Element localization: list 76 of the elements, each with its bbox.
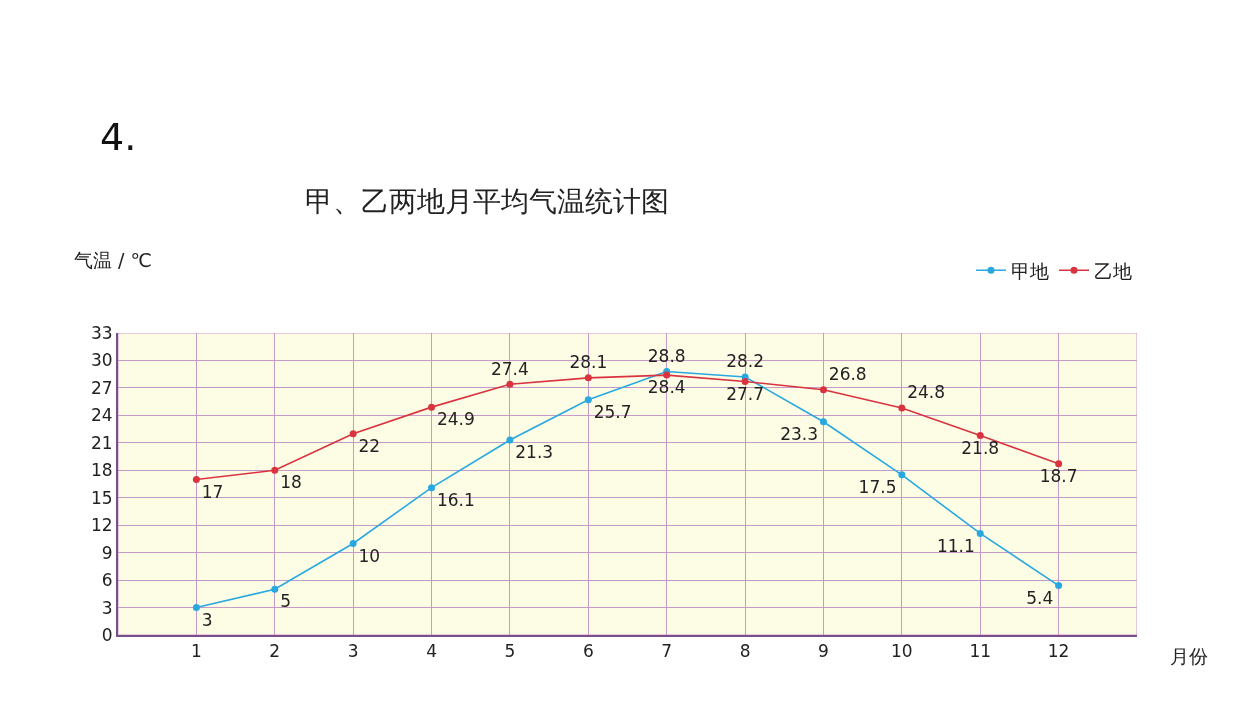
point xyxy=(584,374,592,382)
data-label: 26.8 xyxy=(828,364,867,385)
x-tick-label: 2 xyxy=(269,641,281,662)
data-label: 22 xyxy=(358,435,381,456)
point xyxy=(506,380,514,388)
x-tick-label: 10 xyxy=(891,641,913,662)
data-label: 3 xyxy=(201,609,213,630)
data-label: 23.3 xyxy=(780,423,819,444)
data-label: 5 xyxy=(280,591,291,612)
data-label: 27.7 xyxy=(726,383,765,404)
x-axis-title: 月份 xyxy=(1170,645,1208,667)
y-tick-label: 12 xyxy=(90,515,113,536)
legend-label: 甲地 xyxy=(1011,259,1049,282)
x-tick-label: 7 xyxy=(661,641,673,662)
point xyxy=(192,475,200,483)
y-tick-label: 6 xyxy=(101,570,113,591)
data-label: 18.7 xyxy=(1039,465,1078,486)
point xyxy=(506,436,514,444)
y-tick-label: 15 xyxy=(90,487,113,508)
y-tick-label: 33 xyxy=(90,322,113,343)
data-label: 24.8 xyxy=(907,382,946,403)
point xyxy=(428,484,436,492)
x-tick-label: 11 xyxy=(969,641,992,662)
data-label: 24.9 xyxy=(436,409,475,430)
point xyxy=(976,432,984,439)
y-tick-label: 27 xyxy=(90,377,113,398)
point xyxy=(976,529,984,537)
data-label: 10 xyxy=(358,545,381,566)
y-tick-label: 24 xyxy=(90,405,113,426)
y-tick-label: 9 xyxy=(101,542,113,563)
point xyxy=(819,418,827,426)
point xyxy=(349,539,357,547)
point xyxy=(1055,582,1063,590)
y-tick-label: 18 xyxy=(90,460,113,481)
data-label: 28.2 xyxy=(726,351,765,372)
data-label: 28.1 xyxy=(569,352,608,373)
point xyxy=(584,396,592,404)
point xyxy=(349,430,357,438)
data-label: 17 xyxy=(201,481,224,502)
data-label: 21.8 xyxy=(961,437,1000,458)
point xyxy=(819,386,827,394)
x-tick-label: 5 xyxy=(504,641,516,662)
x-tick-label: 8 xyxy=(739,641,751,662)
x-tick-label: 12 xyxy=(1047,641,1070,662)
point xyxy=(192,604,200,612)
point xyxy=(898,471,906,479)
data-label: 25.7 xyxy=(593,401,632,422)
point xyxy=(898,404,906,412)
point xyxy=(271,466,279,474)
x-tick-label: 1 xyxy=(190,641,202,662)
data-label: 17.5 xyxy=(858,476,897,497)
data-label: 5.4 xyxy=(1026,587,1054,608)
x-tick-label: 6 xyxy=(582,641,594,662)
y-tick-label: 0 xyxy=(101,624,113,645)
y-tick-label: 3 xyxy=(101,597,113,618)
point xyxy=(1055,460,1063,468)
chart-title: 甲、乙两地月平均气温统计图 xyxy=(304,185,669,219)
data-label: 16.1 xyxy=(436,489,475,510)
data-label: 28.4 xyxy=(647,377,686,398)
data-label: 11.1 xyxy=(937,535,975,556)
data-label: 27.4 xyxy=(490,358,529,379)
y-axis-title: 气温 / ℃ xyxy=(74,249,152,271)
x-tick-label: 4 xyxy=(426,641,437,662)
point xyxy=(428,403,436,411)
point xyxy=(663,371,671,379)
data-label: 18 xyxy=(280,472,302,493)
point xyxy=(271,585,279,593)
data-label: 21.3 xyxy=(515,442,554,463)
text: 4. xyxy=(100,115,137,159)
y-tick-label: 30 xyxy=(90,350,113,371)
x-tick-label: 3 xyxy=(347,641,359,662)
y-tick-label: 21 xyxy=(90,432,113,453)
legend-label: 乙地 xyxy=(1094,259,1132,282)
point xyxy=(741,378,749,385)
x-tick-label: 9 xyxy=(818,641,829,662)
data-label: 28.8 xyxy=(647,345,686,366)
